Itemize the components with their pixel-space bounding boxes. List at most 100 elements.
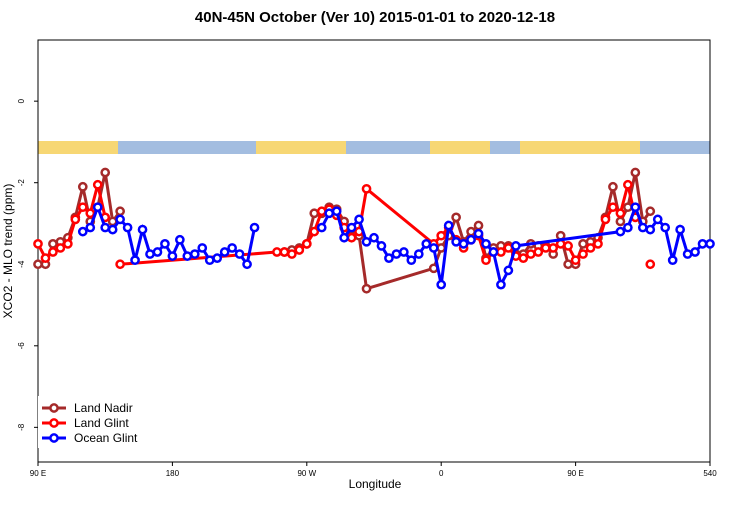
data-point — [473, 220, 484, 231]
data-point — [354, 214, 364, 225]
x-axis-label: Longitude — [349, 477, 402, 491]
data-point — [197, 243, 208, 253]
data-point — [331, 206, 342, 217]
data-point — [279, 247, 290, 257]
data-point — [548, 243, 559, 253]
data-point — [682, 249, 693, 259]
y-tick-label: 0 — [17, 98, 26, 103]
data-point — [443, 220, 454, 231]
data-point — [212, 253, 223, 263]
data-point — [615, 208, 626, 219]
data-point — [48, 247, 58, 257]
chart-title: 40N-45N October (Ver 10) 2015-01-01 to 2… — [195, 9, 555, 26]
data-point — [189, 249, 200, 259]
land-strip — [520, 141, 640, 154]
data-point — [115, 214, 125, 225]
x-tick-label: 540 — [703, 469, 717, 478]
data-point — [309, 208, 320, 219]
data-point — [481, 239, 491, 249]
data-point — [137, 224, 148, 235]
legend-label: Land Nadir — [74, 401, 133, 415]
data-point — [346, 232, 357, 243]
data-point — [436, 230, 447, 241]
data-point — [421, 239, 432, 249]
data-point — [63, 239, 73, 249]
data-point — [690, 247, 700, 257]
data-point — [660, 222, 671, 233]
data-point — [637, 222, 648, 233]
data-point — [623, 222, 633, 233]
data-point — [85, 222, 96, 233]
legend-label: Ocean Glint — [74, 431, 138, 445]
data-point — [399, 247, 409, 257]
data-point — [249, 222, 260, 233]
data-point — [466, 234, 476, 245]
data-point — [33, 239, 43, 249]
data-point — [585, 243, 596, 253]
y-tick-label: -4 — [17, 260, 26, 268]
data-point — [294, 245, 305, 255]
data-point — [608, 202, 618, 213]
data-point — [413, 249, 424, 259]
data-point — [204, 255, 215, 266]
data-point — [488, 247, 499, 257]
y-tick-label: -6 — [17, 342, 26, 350]
data-point — [563, 259, 573, 270]
data-point — [130, 255, 140, 266]
data-point — [115, 206, 125, 217]
data-point — [152, 247, 163, 257]
data-point — [40, 253, 51, 263]
data-point — [346, 222, 357, 233]
data-point — [160, 239, 170, 249]
data-point — [600, 214, 611, 225]
data-point — [316, 206, 327, 217]
data-point — [339, 232, 349, 243]
data-point — [436, 279, 447, 290]
data-point — [92, 202, 103, 213]
data-point — [451, 236, 461, 247]
legend-marker — [49, 403, 59, 413]
data-point — [361, 236, 372, 247]
data-point — [70, 214, 81, 225]
data-point — [563, 241, 573, 251]
data-point — [608, 181, 618, 192]
data-point — [697, 239, 708, 249]
data-point — [436, 243, 447, 253]
data-point — [167, 251, 178, 261]
data-point — [503, 243, 514, 253]
y-tick-label: -8 — [17, 423, 26, 431]
data-point — [324, 208, 335, 219]
data-point — [234, 249, 245, 259]
legend-marker — [49, 433, 59, 443]
data-point — [361, 283, 372, 294]
plot-frame — [37, 39, 711, 463]
data-point — [384, 253, 394, 263]
data-point — [428, 243, 439, 253]
y-axis-label: XCO2 - MLO trend (ppm) — [1, 184, 15, 319]
data-point — [451, 212, 461, 223]
data-point — [301, 239, 312, 249]
data-point — [623, 202, 633, 213]
y-tick-label: -2 — [17, 179, 26, 187]
data-point — [85, 208, 96, 219]
data-point — [287, 249, 297, 259]
data-point — [107, 224, 118, 235]
data-point — [570, 255, 581, 266]
data-point — [145, 249, 155, 259]
data-point — [630, 167, 641, 178]
data-point — [122, 222, 133, 233]
data-point — [309, 226, 320, 237]
data-point — [100, 222, 111, 233]
data-point — [496, 279, 506, 290]
data-point — [503, 265, 514, 276]
x-tick-label: 0 — [439, 469, 444, 478]
data-point — [391, 249, 402, 259]
data-point — [369, 232, 379, 243]
land-strip — [430, 141, 490, 154]
data-point — [227, 243, 237, 253]
data-point — [33, 259, 43, 270]
data-point — [481, 255, 491, 266]
data-point — [630, 202, 641, 213]
